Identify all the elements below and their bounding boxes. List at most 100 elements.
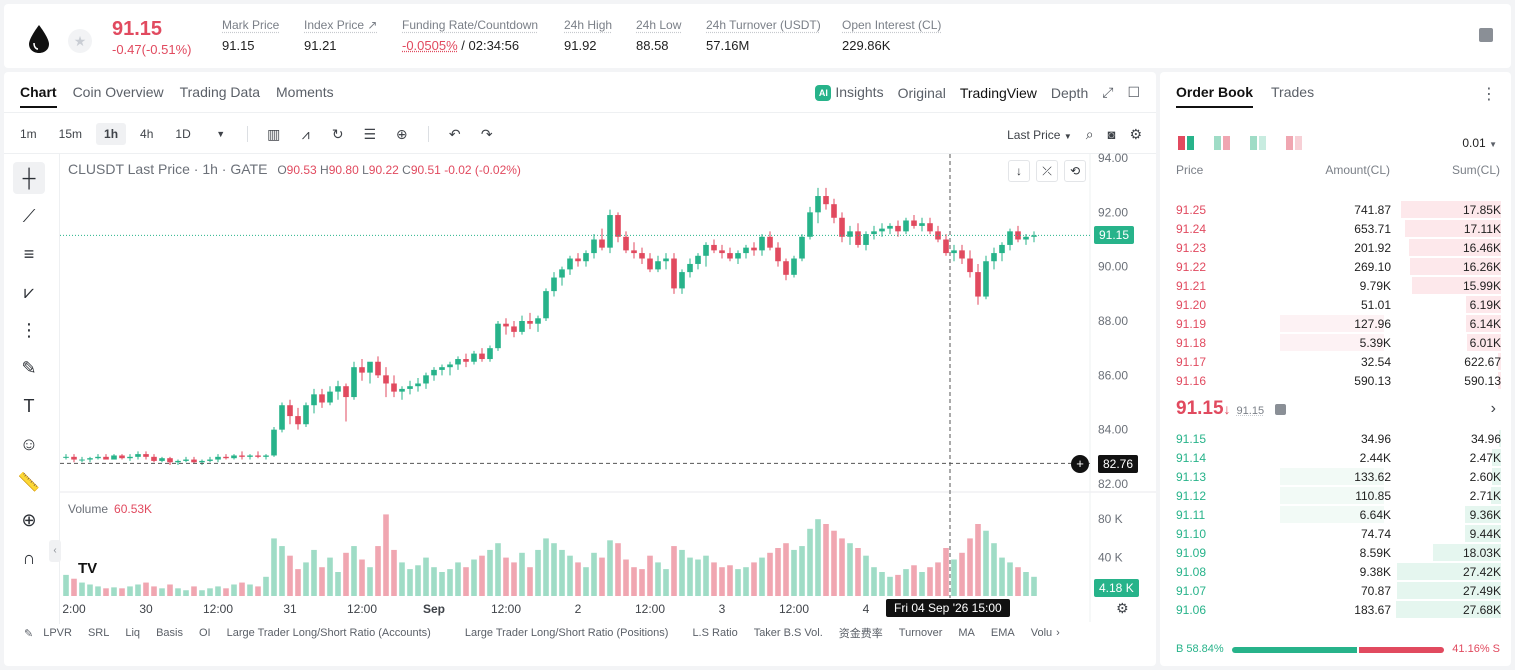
timeframe-1m[interactable]: 1m	[20, 127, 37, 141]
layout-asks-icon[interactable]	[1286, 136, 1302, 150]
tab-trading-data[interactable]: Trading Data	[179, 84, 261, 100]
timeframe-1h[interactable]: 1h	[96, 123, 127, 145]
precision-select[interactable]: 0.01 ▼	[1462, 136, 1497, 150]
indicator-srl[interactable]: SRL	[87, 627, 110, 639]
bid-row[interactable]: 91.11 6.64K 9.36K	[1160, 505, 1511, 524]
row-amount: 183.67	[1354, 603, 1391, 617]
view-original[interactable]: Original	[897, 84, 946, 101]
indicator-turnover[interactable]: Turnover	[898, 627, 943, 639]
tab-chart[interactable]: Chart	[20, 84, 57, 108]
tab-order-book[interactable]: Order Book	[1176, 84, 1254, 108]
view-depth[interactable]: Depth	[1050, 84, 1089, 101]
ask-row[interactable]: 91.21 9.79K 15.99K	[1160, 276, 1511, 295]
bid-row[interactable]: 91.07 70.87 27.49K	[1160, 581, 1511, 600]
indicator-liq[interactable]: Liq	[125, 627, 141, 639]
search-icon[interactable]: ⌕	[1085, 126, 1094, 142]
redo-icon[interactable]: ↷	[480, 126, 493, 142]
candle-type-icon[interactable]: ▥	[267, 126, 281, 142]
gear-icon[interactable]: ⚙	[1129, 126, 1142, 142]
bid-row[interactable]: 91.09 8.59K 18.03K	[1160, 543, 1511, 562]
indicator-ma[interactable]: MA	[958, 627, 975, 639]
ask-row[interactable]: 91.22 269.10 16.26K	[1160, 257, 1511, 276]
notebook-icon[interactable]	[1479, 28, 1493, 42]
price-type-select[interactable]: Last Price ▼	[1007, 127, 1072, 142]
arrow-down-icon[interactable]: ↓	[1008, 160, 1030, 182]
indicator-ls-ratio[interactable]: L.S Ratio	[692, 627, 738, 639]
favorite-star-icon[interactable]: ★	[68, 29, 92, 53]
replay-icon[interactable]: ↻	[331, 126, 344, 142]
timeframe-15m[interactable]: 15m	[58, 127, 83, 141]
indicator-ema[interactable]: EMA	[990, 627, 1015, 639]
layout-split-icon[interactable]	[1214, 136, 1230, 150]
zoom-in-icon[interactable]: ⊕	[21, 510, 37, 530]
more-icon[interactable]: ⋮	[1481, 86, 1497, 103]
ask-row[interactable]: 91.24 653.71 17.11K	[1160, 219, 1511, 238]
indicator-funding[interactable]: 资金费率	[838, 628, 883, 640]
ask-row[interactable]: 91.17 32.54 622.67	[1160, 352, 1511, 371]
indicator-lt-positions[interactable]: Large Trader Long/Short Ratio (Positions…	[464, 627, 669, 639]
settings-icon[interactable]: ⚙	[1116, 600, 1129, 616]
indicator-volume[interactable]: Volu	[1030, 627, 1053, 639]
candle-body	[623, 236, 629, 251]
magnet-icon[interactable]: ∩	[22, 548, 36, 568]
pencil-icon[interactable]: ✎	[24, 627, 34, 640]
view-tradingview[interactable]: TradingView	[959, 84, 1037, 101]
bid-row[interactable]: 91.14 2.44K 2.47K	[1160, 448, 1511, 467]
indicator-oi[interactable]: OI	[198, 627, 211, 639]
brush-icon[interactable]: ✎	[21, 358, 37, 378]
bid-row[interactable]: 91.10 74.74 9.44K	[1160, 524, 1511, 543]
tab-coin-overview[interactable]: Coin Overview	[72, 84, 164, 100]
expand-icon[interactable]: ⤢	[1102, 84, 1114, 101]
ask-row[interactable]: 91.19 127.96 6.14K	[1160, 314, 1511, 333]
trend-line-icon[interactable]: ⟋	[22, 206, 36, 226]
collapse-toolbar-icon[interactable]: ‹	[49, 540, 61, 562]
bid-row[interactable]: 91.06 183.67 27.68K	[1160, 600, 1511, 619]
text-icon[interactable]: T	[23, 396, 35, 416]
tab-trades[interactable]: Trades	[1271, 84, 1315, 100]
pattern-icon[interactable]: ⩗	[23, 282, 35, 302]
window-icon[interactable]: ☐	[1127, 84, 1140, 101]
timeframe-1d[interactable]: 1D	[175, 127, 191, 141]
parallel-lines-icon[interactable]: ≡	[23, 244, 35, 264]
tab-moments[interactable]: Moments	[276, 84, 334, 100]
ask-row[interactable]: 91.25 741.87 17.85K	[1160, 200, 1511, 219]
depth-bar	[1432, 544, 1501, 561]
ruler-icon[interactable]: 📏	[17, 472, 41, 492]
fib-icon[interactable]: ⋮	[20, 320, 38, 340]
order-book-mid-price[interactable]: 91.15↓ 91.15 ›	[1176, 398, 1496, 419]
ask-row[interactable]: 91.20 51.01 6.19K	[1160, 295, 1511, 314]
add-alert-icon[interactable]: ⊕	[395, 126, 408, 142]
add-order-icon[interactable]: +	[1071, 455, 1089, 473]
view-insights[interactable]: AI Insights	[815, 84, 884, 102]
bid-row[interactable]: 91.13 133.62 2.60K	[1160, 467, 1511, 486]
chevron-right-icon[interactable]: ›	[1056, 627, 1060, 639]
indicator-lpvr[interactable]: LPVR	[43, 627, 72, 639]
emoji-icon[interactable]: ☺	[19, 434, 39, 454]
chevron-right-icon[interactable]: ›	[1490, 400, 1496, 417]
volume-bar	[887, 576, 893, 596]
ask-row[interactable]: 91.23 201.92 16.46K	[1160, 238, 1511, 257]
stat-index-price[interactable]: Index Price ↗ 91.21	[304, 18, 378, 53]
loop-icon[interactable]: ⟲	[1064, 160, 1086, 182]
layout-bids-icon[interactable]	[1250, 136, 1266, 150]
indicators-icon[interactable]: ⩘	[301, 126, 310, 142]
indicator-lt-accounts[interactable]: Large Trader Long/Short Ratio (Accounts)	[226, 627, 431, 639]
undo-icon[interactable]: ↶	[448, 126, 461, 142]
camera-icon[interactable]: ◙	[1107, 127, 1116, 142]
indicator-basis[interactable]: Basis	[156, 627, 183, 639]
volume-bar	[831, 530, 837, 596]
timeframe-dropdown-icon[interactable]: ▼	[216, 129, 226, 139]
layout-both-icon[interactable]	[1178, 136, 1194, 150]
bid-row[interactable]: 91.08 9.38K 27.42K	[1160, 562, 1511, 581]
crosshair-icon[interactable]: ┼	[13, 162, 45, 194]
templates-icon[interactable]: ☰	[363, 126, 377, 142]
price-chart[interactable]: 94.00 92.00 90.00 88.00 86.00 84.00 82.00 80 K 4…	[4, 72, 1156, 622]
candle-body	[207, 459, 213, 461]
ask-row[interactable]: 91.18 5.39K 6.01K	[1160, 333, 1511, 352]
indicator-taker[interactable]: Taker B.S Vol.	[753, 627, 823, 639]
bid-row[interactable]: 91.12 110.85 2.71K	[1160, 486, 1511, 505]
ask-row[interactable]: 91.16 590.13 590.13	[1160, 371, 1511, 390]
bid-row[interactable]: 91.15 34.96 34.96	[1160, 429, 1511, 448]
timeframe-4h[interactable]: 4h	[140, 127, 154, 141]
fit-icon[interactable]: ⤫	[1036, 160, 1058, 182]
